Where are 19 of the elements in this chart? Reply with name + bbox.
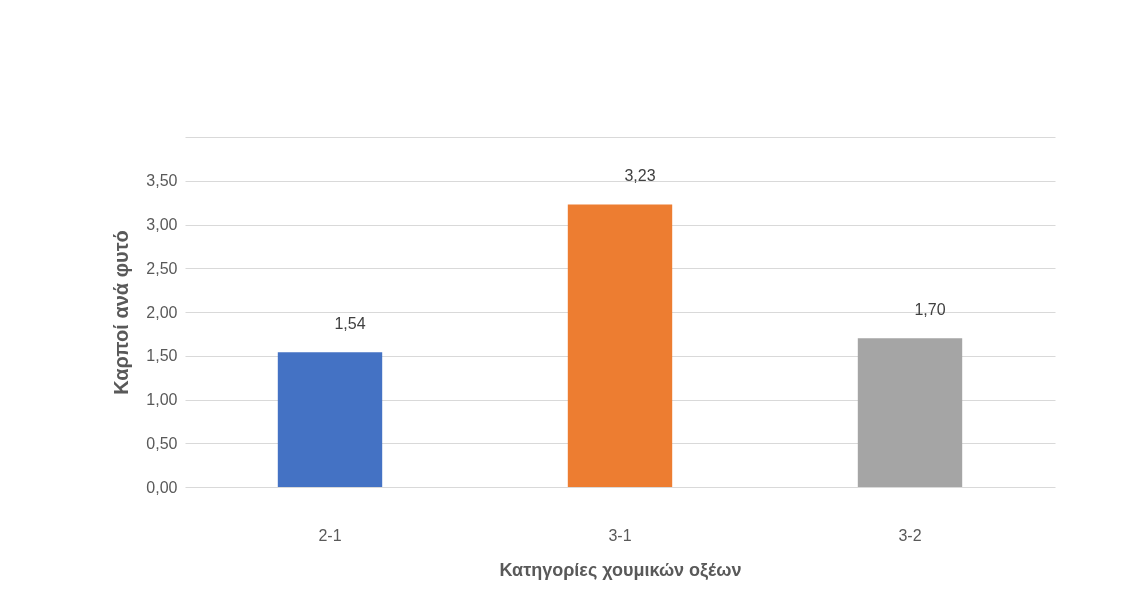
y-tick-label: 2,50	[146, 259, 178, 277]
y-tick-label: 0,00	[146, 478, 178, 496]
y-tick-label: 1,00	[146, 391, 178, 408]
y-tick-label: 0,50	[146, 434, 178, 452]
y-tick-label: 3,00	[146, 216, 178, 233]
bar	[277, 352, 383, 487]
data-label: 1,70	[914, 301, 946, 319]
x-tick-label: 2-1	[318, 526, 342, 544]
x-axis-title: Κατηγορίες χουμικών οξέων	[499, 559, 742, 581]
bar	[857, 338, 963, 487]
y-tick-label: 1,50	[146, 347, 178, 365]
x-tick-label: 3-2	[898, 526, 922, 544]
y-tick-label: 2,00	[146, 303, 178, 321]
x-tick-label: 3-1	[608, 526, 632, 544]
bar	[567, 204, 673, 487]
y-tick-label: 3,50	[146, 172, 178, 190]
y-axis-title: Καρποί ανά φυτό	[110, 230, 133, 395]
data-label: 3,23	[624, 167, 656, 185]
data-label: 1,54	[334, 315, 366, 333]
